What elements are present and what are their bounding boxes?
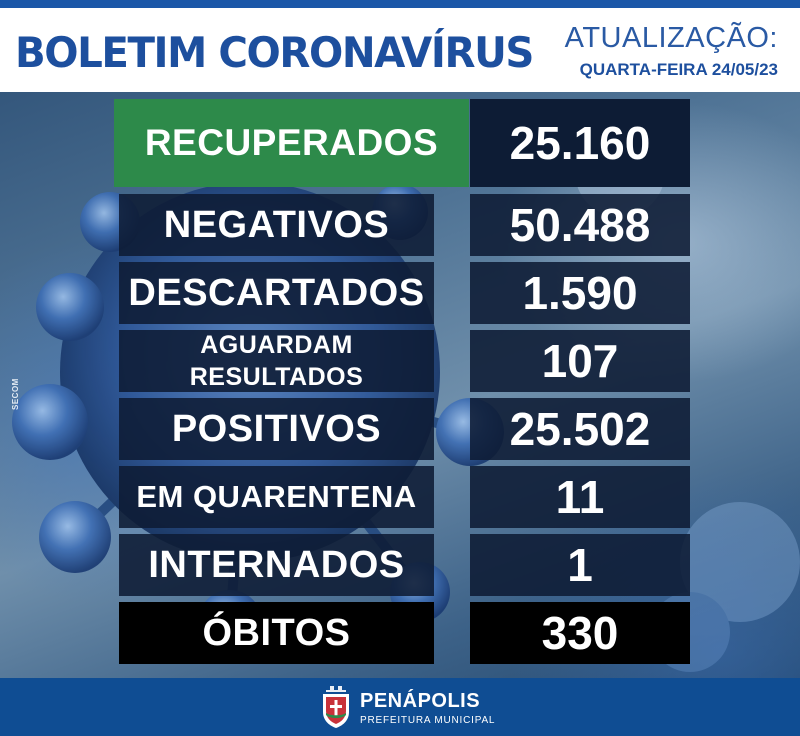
stat-label-line2: RESULTADOS bbox=[189, 363, 364, 391]
stat-label: POSITIVOS bbox=[119, 398, 434, 460]
city-subtitle: PREFEITURA MUNICIPAL bbox=[360, 715, 496, 726]
stat-value: 1.590 bbox=[470, 262, 690, 324]
stat-row-aguardam-resultados: AGUARDAM RESULTADOS 107 bbox=[0, 330, 800, 392]
stat-label: AGUARDAM RESULTADOS bbox=[119, 330, 434, 392]
stat-value: 11 bbox=[470, 466, 690, 528]
city-name: PENÁPOLIS bbox=[360, 690, 481, 712]
stat-row-obitos: ÓBITOS 330 bbox=[0, 602, 800, 664]
stat-value: 1 bbox=[470, 534, 690, 596]
page-title: BOLETIM CORONAVÍRUS bbox=[15, 28, 534, 77]
update-date: QUARTA-FEIRA 24/05/23 bbox=[579, 60, 778, 79]
stat-label: INTERNADOS bbox=[119, 534, 434, 596]
footer bbox=[0, 678, 800, 736]
stat-label: EM QUARENTENA bbox=[119, 466, 434, 528]
stat-label: DESCARTADOS bbox=[119, 262, 434, 324]
stat-row-descartados: DESCARTADOS 1.590 bbox=[0, 262, 800, 324]
stat-row-positivos: POSITIVOS 25.502 bbox=[0, 398, 800, 460]
stat-value: 25.160 bbox=[470, 99, 690, 187]
city-crest-icon bbox=[323, 686, 349, 728]
stat-label-line1: AGUARDAM bbox=[200, 331, 353, 359]
stat-label: RECUPERADOS bbox=[114, 99, 469, 187]
stat-value: 25.502 bbox=[470, 398, 690, 460]
stat-label: ÓBITOS bbox=[119, 602, 434, 664]
stat-row-internados: INTERNADOS 1 bbox=[0, 534, 800, 596]
stat-label: NEGATIVOS bbox=[119, 194, 434, 256]
stat-value: 330 bbox=[470, 602, 690, 664]
update-label: ATUALIZAÇÃO: bbox=[564, 22, 778, 54]
stat-row-recuperados: RECUPERADOS 25.160 bbox=[0, 99, 800, 187]
stat-value: 107 bbox=[470, 330, 690, 392]
header: BOLETIM CORONAVÍRUS ATUALIZAÇÃO: QUARTA-… bbox=[0, 8, 800, 92]
stat-row-em-quarentena: EM QUARENTENA 11 bbox=[0, 466, 800, 528]
top-accent-bar bbox=[0, 0, 800, 8]
stat-value: 50.488 bbox=[470, 194, 690, 256]
stat-row-negativos: NEGATIVOS 50.488 bbox=[0, 194, 800, 256]
